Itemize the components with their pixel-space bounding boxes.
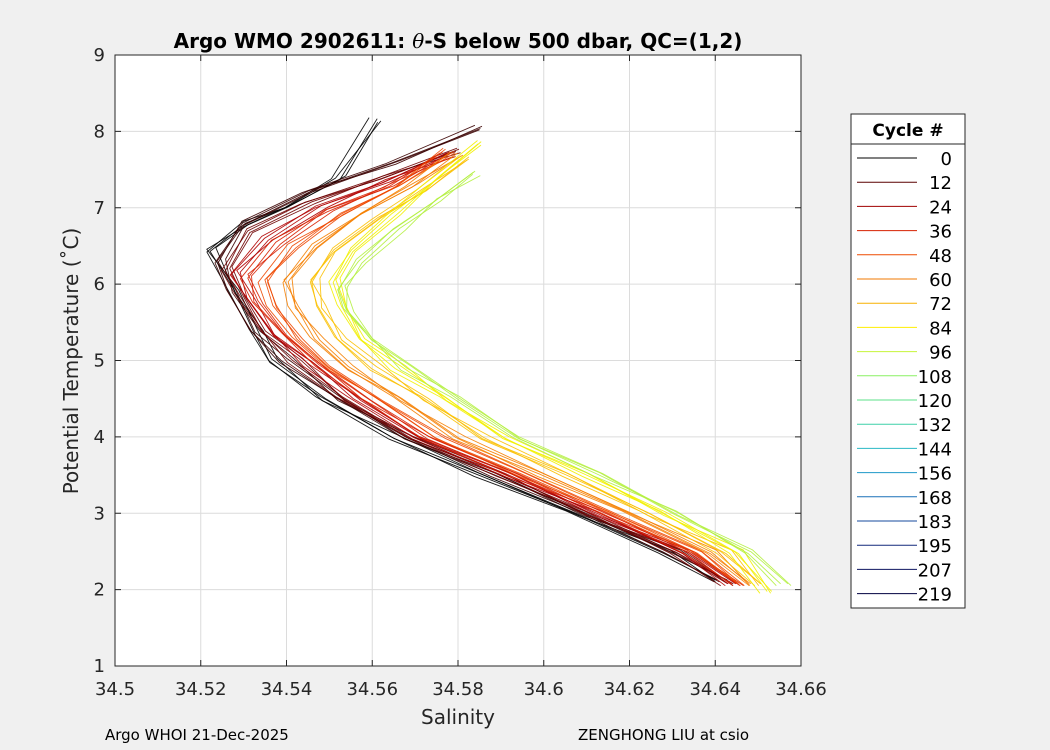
legend-label-96: 96 (929, 343, 952, 364)
series-line-cycle-12 (225, 129, 726, 583)
y-tick-labels: 1 2 3 4 5 6 7 8 9 (94, 45, 105, 677)
legend-label-219: 219 (918, 585, 952, 606)
y-tick-label: 2 (94, 580, 105, 601)
x-tick-label: 34.58 (432, 679, 484, 700)
ticks (114, 54, 802, 667)
y-tick-label: 6 (94, 274, 105, 295)
series-group (206, 117, 792, 594)
chart-title-suffix: -S below 500 dbar, QC=(1,2) (424, 29, 742, 53)
series-line-cycle-24 (229, 150, 734, 585)
series-line-cycle-36 (229, 151, 726, 587)
y-tick-label: 8 (94, 121, 105, 142)
series-line-cycle-72 (291, 156, 751, 586)
chart-title: Argo WMO 2902611: θ-S below 500 dbar, QC… (174, 29, 743, 53)
chart-title-theta: θ (412, 29, 424, 53)
series-line-cycle-36 (230, 152, 729, 585)
legend-label-72: 72 (929, 294, 952, 315)
legend-label-0: 0 (941, 149, 952, 170)
x-tick-labels: 34.5 34.52 34.54 34.56 34.58 34.6 34.62 34.64 34… (95, 679, 827, 700)
legend-label-48: 48 (929, 246, 952, 267)
series-line-cycle-72 (282, 151, 750, 587)
y-tick-label: 5 (94, 351, 105, 372)
legend-label-195: 195 (918, 536, 952, 557)
series-line-cycle-72 (283, 154, 749, 585)
x-tick-label: 34.6 (524, 679, 564, 700)
series-line-cycle-60 (264, 151, 739, 585)
legend-label-12: 12 (929, 173, 952, 194)
x-tick-label: 34.64 (689, 679, 741, 700)
y-tick-label: 7 (94, 198, 105, 219)
x-tick-label: 34.66 (775, 679, 827, 700)
legend-label-156: 156 (918, 464, 952, 485)
series-line-cycle-60 (257, 147, 741, 587)
y-axis-label: Potential Temperature (˚C) (59, 228, 83, 495)
series-line-cycle-36 (236, 156, 741, 586)
legend-label-132: 132 (918, 415, 952, 436)
legend-box (850, 113, 966, 609)
series-line-cycle-24 (224, 147, 721, 587)
series-line-cycle-0 (206, 120, 716, 581)
series-line-cycle-84 (319, 160, 760, 586)
x-axis-label: Salinity (421, 705, 495, 729)
series-line-cycle-84 (310, 158, 761, 585)
series-line-cycle-48 (247, 156, 744, 586)
series-line-cycle-24 (220, 148, 728, 585)
legend-label-108: 108 (918, 367, 952, 388)
series-line-cycle-108 (337, 171, 781, 585)
legend-label-84: 84 (929, 318, 952, 339)
x-tick-label: 34.5 (95, 679, 135, 700)
footer-right: ZENGHONG LIU at csio (578, 726, 750, 744)
series-line-cycle-84 (311, 155, 756, 587)
y-tick-label: 9 (94, 45, 105, 66)
y-tick-label: 3 (94, 503, 105, 524)
x-tick-label: 34.52 (175, 679, 227, 700)
legend-label-60: 60 (929, 270, 952, 291)
legend-label-24: 24 (929, 197, 952, 218)
legend-label-36: 36 (929, 222, 952, 243)
series-line-cycle-108 (344, 175, 792, 586)
legend-label-120: 120 (918, 391, 952, 412)
legend-label-207: 207 (918, 560, 952, 581)
series-line-cycle-108 (346, 173, 789, 585)
footer-left: Argo WHOI 21-Dec-2025 (105, 726, 289, 744)
chart-title-prefix: Argo WMO 2902611: (174, 29, 413, 53)
y-tick-label: 1 (94, 656, 105, 677)
series-line-cycle-36 (239, 154, 736, 585)
y-tick-label: 4 (94, 427, 105, 448)
x-tick-label: 34.62 (604, 679, 656, 700)
legend: Cycle # 0 12 24 36 48 60 72 84 96 108 120 132 144 156… (850, 113, 966, 609)
series-line-cycle-60 (266, 152, 745, 586)
series-line-cycle-96 (335, 143, 773, 592)
legend-label-168: 168 (918, 488, 952, 509)
legend-label-144: 144 (918, 439, 952, 460)
legend-entries: 0 12 24 36 48 60 72 84 96 108 120 132 144 156 168 183 19… (857, 149, 952, 606)
series-line-cycle-96 (328, 141, 768, 592)
legend-title: Cycle # (872, 121, 943, 141)
legend-label-183: 183 (918, 512, 952, 533)
x-tick-label: 34.56 (346, 679, 398, 700)
x-tick-label: 34.54 (261, 679, 313, 700)
